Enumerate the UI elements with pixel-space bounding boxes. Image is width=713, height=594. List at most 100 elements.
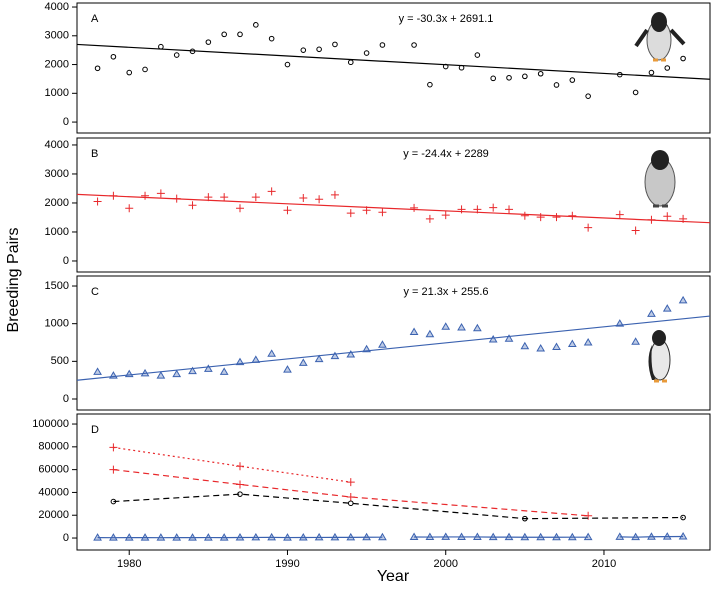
data-point <box>679 214 688 223</box>
data-point <box>427 81 433 88</box>
data-point <box>584 223 593 232</box>
data-point <box>346 532 356 541</box>
data-point <box>330 190 339 199</box>
data-point <box>219 367 229 375</box>
data-point <box>156 189 165 198</box>
data-point <box>552 532 561 541</box>
data-point <box>235 462 244 471</box>
data-point <box>346 350 356 358</box>
data-point <box>124 369 134 378</box>
y-tick-label: 1000 <box>45 318 69 330</box>
data-point <box>188 533 197 541</box>
data-point <box>473 323 482 332</box>
y-tick-label: 2000 <box>45 197 69 209</box>
data-point <box>664 65 671 71</box>
data-point <box>616 71 623 78</box>
data-point <box>457 322 466 331</box>
data-point <box>298 532 308 541</box>
data-point <box>442 63 449 70</box>
data-point <box>378 532 387 541</box>
data-point <box>583 338 593 346</box>
data-point <box>506 74 512 81</box>
data-point <box>378 340 387 348</box>
data-point <box>567 339 577 348</box>
data-point <box>267 532 277 541</box>
data-point <box>110 498 117 505</box>
y-tick-label: 0 <box>63 532 69 544</box>
data-point <box>188 366 197 375</box>
data-point <box>204 193 213 202</box>
data-point <box>615 319 625 327</box>
data-point <box>109 191 118 200</box>
x-tick-label: 2000 <box>433 558 457 570</box>
trend-line <box>76 43 711 80</box>
data-point <box>205 39 212 45</box>
data-point <box>680 514 686 521</box>
y-tick-label: 100000 <box>32 418 69 430</box>
trend-line <box>76 315 711 381</box>
data-point <box>474 52 481 58</box>
data-point <box>488 335 498 343</box>
data-point <box>347 59 354 66</box>
y-tick-label: 1000 <box>45 87 69 99</box>
data-point <box>568 211 577 220</box>
x-tick-label: 1980 <box>117 558 141 570</box>
data-point <box>253 22 259 28</box>
data-point <box>631 226 640 235</box>
data-point <box>156 371 166 379</box>
data-point <box>283 533 292 541</box>
penguin-icon <box>634 12 686 62</box>
data-point <box>315 195 324 204</box>
data-point <box>316 46 322 53</box>
data-point <box>537 70 544 77</box>
y-tick-label: 500 <box>51 355 69 367</box>
data-point <box>552 342 561 351</box>
data-point <box>93 533 102 541</box>
data-point <box>409 327 419 335</box>
data-point <box>505 205 514 214</box>
data-point <box>283 365 292 373</box>
y-tick-label: 20000 <box>38 509 69 521</box>
data-point <box>425 214 434 223</box>
y-tick-label: 0 <box>63 393 69 405</box>
y-tick-label: 1500 <box>45 280 69 292</box>
data-point <box>536 344 546 352</box>
data-point <box>425 329 435 338</box>
data-point <box>647 532 656 540</box>
data-point <box>490 75 496 82</box>
data-point <box>410 203 419 212</box>
data-point <box>109 533 118 541</box>
data-point <box>93 197 102 206</box>
data-point <box>520 211 529 220</box>
trend-equation: y = 21.3x + 255.6 <box>403 286 488 298</box>
data-point <box>378 208 387 217</box>
data-point <box>346 209 355 218</box>
data-point <box>298 358 308 366</box>
data-point <box>615 532 625 540</box>
data-point <box>457 532 466 540</box>
data-point <box>124 533 134 541</box>
data-point <box>662 532 672 540</box>
data-point <box>648 69 655 76</box>
data-point <box>314 532 324 541</box>
data-point <box>409 532 419 541</box>
data-point <box>283 206 292 215</box>
data-point <box>142 66 148 73</box>
data-point <box>504 334 514 342</box>
data-point <box>362 344 371 353</box>
data-point <box>441 322 451 330</box>
penguin-icon <box>648 330 671 383</box>
panel-frame <box>76 275 711 411</box>
data-point <box>140 368 150 377</box>
y-tick-label: 3000 <box>45 168 69 180</box>
data-point <box>172 369 182 378</box>
data-point <box>488 532 498 541</box>
data-point <box>125 204 134 213</box>
data-point <box>267 349 277 357</box>
data-point <box>553 82 560 88</box>
data-point <box>172 533 182 541</box>
data-point <box>379 42 386 48</box>
panel-frame <box>76 413 711 551</box>
y-tick-label: 4000 <box>45 139 69 151</box>
